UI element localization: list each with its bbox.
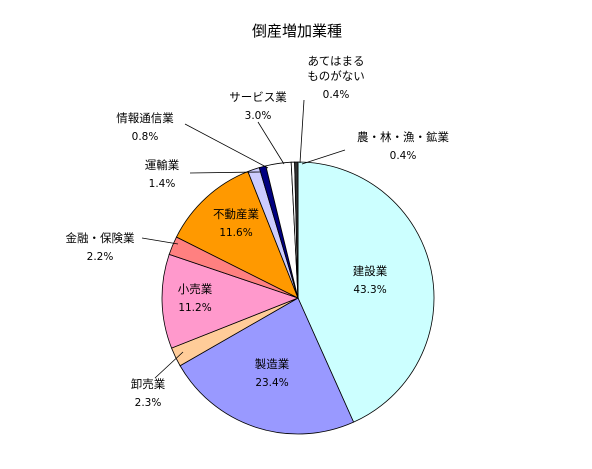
slice-label-group: サービス業 3.0% bbox=[229, 90, 287, 122]
slice-value-label: 0.4% bbox=[323, 89, 350, 101]
slice-label: 不動産業 bbox=[213, 207, 259, 221]
slice-label: 製造業 bbox=[255, 357, 290, 371]
slice-label-group: 情報通信業 0.8% bbox=[116, 111, 174, 143]
slice-label-group: 建設業 43.3% bbox=[353, 264, 388, 296]
slice-label-group: 小売業 11.2% bbox=[178, 282, 213, 314]
slice-label-group: 農・林・漁・鉱業 0.4% bbox=[357, 130, 449, 162]
slice-label-group: 卸売業 2.3% bbox=[131, 377, 166, 409]
slice-label: 卸売業 bbox=[131, 377, 166, 391]
slice-value-label: 11.2% bbox=[178, 302, 211, 314]
slice-value-label: 0.4% bbox=[390, 150, 417, 162]
slice-label: 運輸業 bbox=[145, 158, 180, 172]
slice-label: 情報通信業 bbox=[116, 111, 174, 125]
slice-label-group: 不動産業 11.6% bbox=[213, 207, 259, 239]
slice-label: 農・林・漁・鉱業 bbox=[357, 130, 449, 144]
slice-label: あてはまる bbox=[307, 54, 364, 68]
slice-value-label: 43.3% bbox=[353, 284, 386, 296]
slice-value-label: 2.3% bbox=[135, 397, 162, 409]
slice-label-group: 金融・保険業 2.2% bbox=[66, 231, 135, 263]
slice-label-group: 製造業 23.4% bbox=[255, 357, 290, 389]
leader-line bbox=[154, 351, 184, 379]
leader-line bbox=[141, 237, 179, 245]
chart-title: 倒産増加業種 bbox=[252, 22, 342, 40]
leader-line bbox=[257, 121, 285, 165]
slice-value-label: 2.2% bbox=[87, 251, 114, 263]
slice-value-label: 23.4% bbox=[255, 377, 288, 389]
slice-labels: 建設業 43.3% 製造業 23.4% 卸売業 2.3% 小売業 11.2% 金融・保険業 2.2… bbox=[66, 54, 450, 409]
slice-label-group: 運輸業 1.4% bbox=[145, 158, 180, 190]
leader-line bbox=[301, 149, 346, 165]
slice-label: サービス業 bbox=[229, 90, 287, 104]
slice-value-label: 0.8% bbox=[132, 131, 159, 143]
leader-lines bbox=[141, 99, 346, 379]
leader-line bbox=[184, 123, 269, 169]
pie-slice bbox=[179, 297, 355, 435]
slice-label: 小売業 bbox=[178, 282, 213, 296]
leader-line bbox=[189, 171, 261, 174]
slice-label: ものがない bbox=[307, 69, 365, 83]
pie-slices bbox=[161, 161, 435, 435]
pie-slice bbox=[294, 161, 299, 299]
pie-slice bbox=[175, 171, 299, 299]
pie-slice bbox=[161, 253, 300, 349]
slice-label: 建設業 bbox=[353, 264, 388, 278]
slice-value-label: 1.4% bbox=[149, 178, 176, 190]
slice-value-label: 3.0% bbox=[245, 110, 272, 122]
leader-line bbox=[299, 99, 305, 164]
pie-slice bbox=[297, 161, 435, 423]
slice-value-label: 11.6% bbox=[219, 227, 252, 239]
slice-label: 金融・保険業 bbox=[66, 231, 135, 245]
